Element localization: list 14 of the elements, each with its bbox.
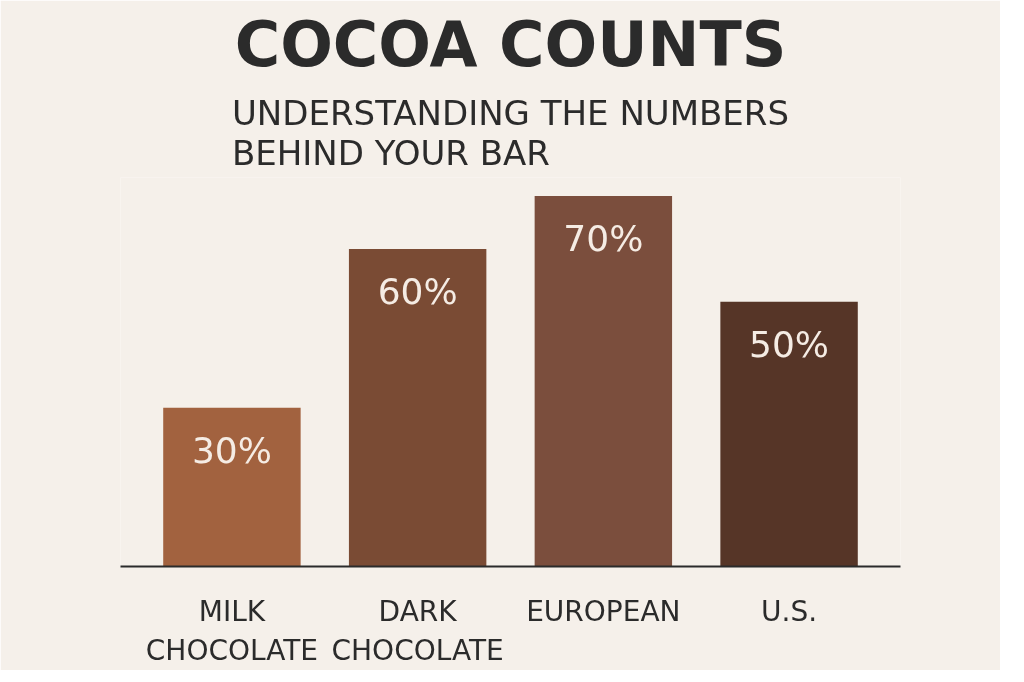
bar — [348, 248, 487, 567]
data-label: 30% — [191, 429, 272, 471]
x-tick-label: U.S. — [761, 594, 818, 628]
chart-subtitle: UNDERSTANDING THE NUMBERS BEHIND YOUR BAR — [231, 92, 790, 173]
x-tick-label: EUROPEAN — [526, 594, 681, 628]
data-label: 70% — [563, 218, 644, 260]
data-label: 50% — [749, 323, 830, 365]
x-tick-label: DARK CHOCOLATE — [331, 594, 504, 668]
bar — [534, 196, 673, 567]
x-tick-label: MILK CHOCOLATE — [145, 594, 319, 668]
bar — [720, 301, 858, 567]
bar — [163, 407, 301, 567]
chart-title: COCOA COUNTS — [234, 7, 787, 81]
data-label: 60% — [377, 270, 458, 312]
